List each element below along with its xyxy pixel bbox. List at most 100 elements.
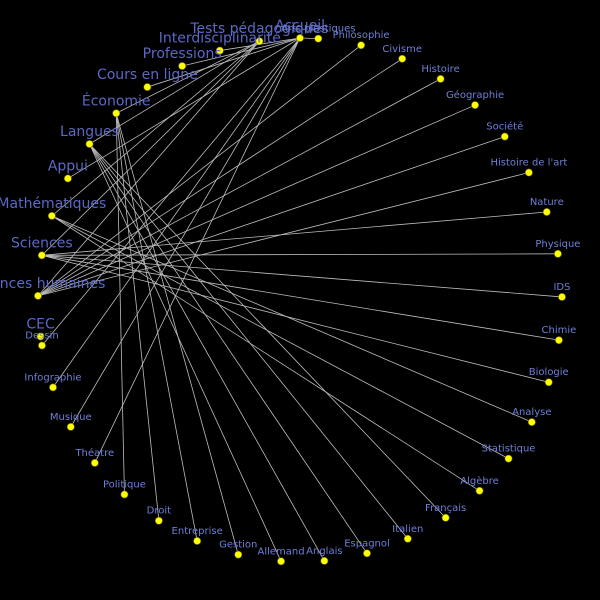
node-label-16: Géographie xyxy=(446,89,504,101)
node-35[interactable] xyxy=(120,490,129,499)
node-31[interactable] xyxy=(277,557,285,566)
edge-2 xyxy=(37,78,441,297)
node-label-29: Espagnol xyxy=(344,538,390,549)
node-label-17: Société xyxy=(486,121,523,133)
node-29[interactable] xyxy=(363,549,371,558)
node-20[interactable] xyxy=(554,249,562,258)
edge-18 xyxy=(89,143,282,562)
edge-21 xyxy=(115,113,160,521)
node-6[interactable] xyxy=(85,140,94,148)
node-label-8: Mathématiques xyxy=(0,196,106,212)
node-16[interactable] xyxy=(471,101,479,109)
node-13[interactable] xyxy=(357,41,365,50)
node-37[interactable] xyxy=(66,422,75,431)
node-14[interactable] xyxy=(398,54,407,63)
node-label-13: Philosophie xyxy=(333,30,390,41)
edge-layer xyxy=(37,37,563,562)
node-label-33: Entreprise xyxy=(172,526,223,537)
node-12[interactable] xyxy=(314,34,323,43)
node-label-31: Allemand xyxy=(257,546,304,557)
node-28[interactable] xyxy=(403,534,412,543)
node-9[interactable] xyxy=(37,251,46,260)
node-label-15: Histoire xyxy=(421,64,459,75)
node-18[interactable] xyxy=(525,168,533,177)
node-26[interactable] xyxy=(475,486,484,495)
node-39[interactable] xyxy=(38,341,46,350)
edge-19 xyxy=(115,113,239,555)
edge-29 xyxy=(41,40,260,256)
node-5[interactable] xyxy=(112,109,121,118)
edge-25 xyxy=(70,37,301,428)
node-22[interactable] xyxy=(555,336,563,345)
node-2[interactable] xyxy=(215,46,224,55)
edge-9 xyxy=(41,254,559,341)
node-21[interactable] xyxy=(558,293,566,301)
node-layer xyxy=(34,34,566,566)
edge-14 xyxy=(89,143,446,519)
node-4[interactable] xyxy=(143,83,152,91)
node-label-0: Accueil xyxy=(275,18,325,34)
edge-8 xyxy=(41,254,563,298)
node-17[interactable] xyxy=(500,132,509,141)
node-label-3: Professions xyxy=(143,46,222,62)
node-15[interactable] xyxy=(436,74,445,83)
edge-36 xyxy=(67,37,301,179)
node-8[interactable] xyxy=(47,211,56,220)
node-label-6: Langues xyxy=(60,124,119,140)
node-25[interactable] xyxy=(504,454,513,463)
node-label-4: Cours en ligne xyxy=(97,67,198,83)
node-label-34: Droit xyxy=(147,506,171,517)
node-label-32: Gestion xyxy=(219,540,257,551)
node-label-18: Histoire de l'art xyxy=(490,158,567,169)
node-10[interactable] xyxy=(34,291,42,300)
node-33[interactable] xyxy=(193,537,202,545)
node-32[interactable] xyxy=(234,550,243,559)
node-label-19: Nature xyxy=(530,197,564,208)
edge-26 xyxy=(52,37,301,388)
node-label-21: IDS xyxy=(553,282,570,293)
node-27[interactable] xyxy=(441,513,450,522)
node-label-27: Français xyxy=(425,503,466,514)
edge-1 xyxy=(37,58,403,297)
node-11[interactable] xyxy=(36,332,45,341)
node-label-39: Dessin xyxy=(25,330,58,341)
edge-4 xyxy=(37,136,505,297)
edge-35 xyxy=(147,37,301,88)
edge-27 xyxy=(41,37,301,346)
node-label-30: Anglais xyxy=(306,546,342,557)
edge-24 xyxy=(94,37,301,464)
node-1[interactable] xyxy=(255,37,264,46)
edge-17 xyxy=(89,143,325,562)
node-36[interactable] xyxy=(90,458,99,467)
node-3[interactable] xyxy=(178,62,187,70)
node-label-7: Appui xyxy=(48,158,88,174)
edge-22 xyxy=(115,113,125,495)
node-label-2: Interdisciplinarité xyxy=(159,31,281,47)
node-label-25: Statistique xyxy=(482,444,536,455)
node-0[interactable] xyxy=(296,34,304,42)
node-label-1: Tests pédagogiques xyxy=(189,21,328,37)
node-34[interactable] xyxy=(154,516,163,525)
node-label-10: Sciences humaines xyxy=(0,276,105,292)
node-38[interactable] xyxy=(49,383,57,392)
node-7[interactable] xyxy=(63,174,72,183)
edge-13 xyxy=(51,215,480,492)
edge-31 xyxy=(89,40,260,145)
edge-0 xyxy=(37,44,362,297)
node-label-11: CEC xyxy=(26,316,55,332)
edge-28 xyxy=(37,40,260,297)
node-label-14: Civisme xyxy=(382,44,422,55)
node-23[interactable] xyxy=(544,378,553,387)
edge-20 xyxy=(115,113,198,542)
node-label-26: Algèbre xyxy=(460,475,499,487)
node-19[interactable] xyxy=(542,208,551,216)
node-label-5: Économie xyxy=(82,92,151,109)
node-30[interactable] xyxy=(320,556,329,565)
edge-3 xyxy=(37,104,476,297)
node-24[interactable] xyxy=(527,418,536,427)
node-label-28: Italien xyxy=(392,524,423,535)
node-label-9: Sciences xyxy=(11,235,73,251)
node-label-36: Théatre xyxy=(74,447,114,459)
edge-7 xyxy=(41,253,558,256)
